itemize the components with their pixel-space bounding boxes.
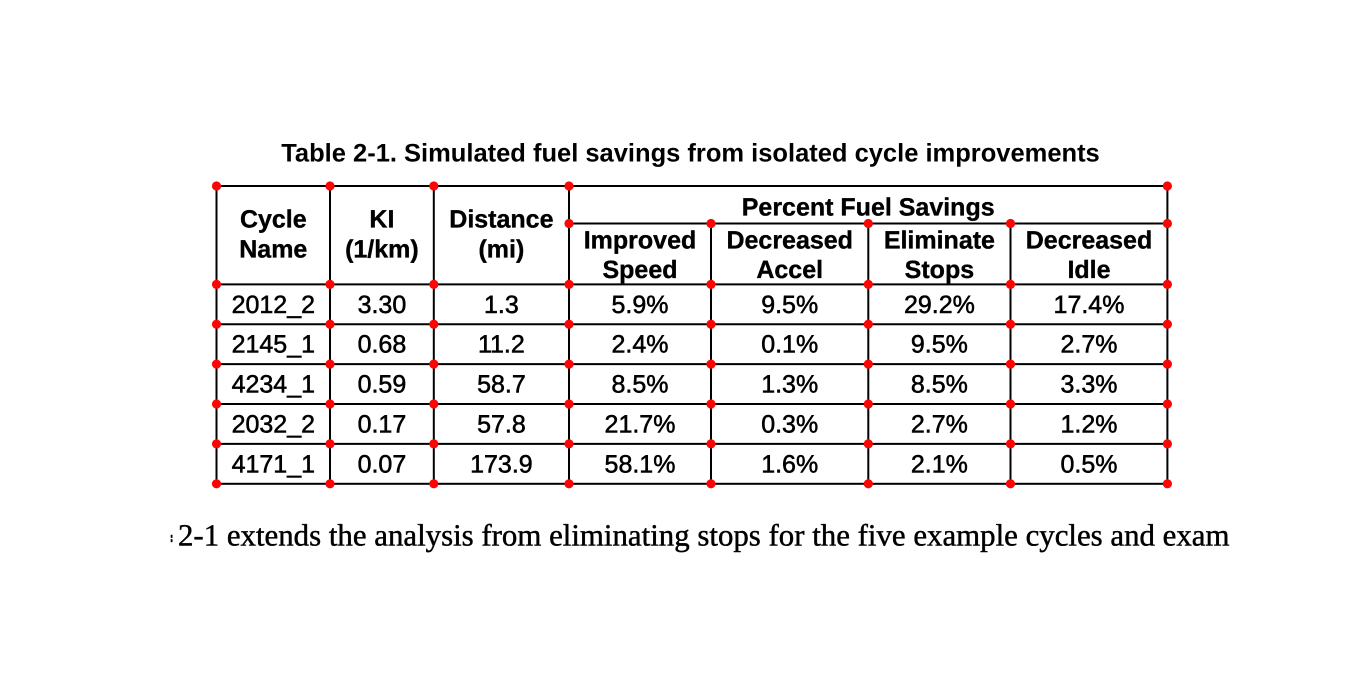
svg-text:0.68: 0.68 — [358, 331, 407, 359]
svg-text:0.1%: 0.1% — [761, 331, 818, 359]
svg-text:Name: Name — [239, 235, 307, 263]
svg-text:21.7%: 21.7% — [605, 411, 676, 439]
svg-text:Accel: Accel — [756, 256, 823, 284]
svg-text:1.2%: 1.2% — [1061, 411, 1118, 439]
svg-text:Stops: Stops — [905, 256, 974, 284]
svg-text:0.3%: 0.3% — [761, 411, 818, 439]
svg-text:58.7: 58.7 — [477, 371, 526, 399]
svg-text:5.9%: 5.9% — [612, 291, 669, 319]
svg-text:(mi): (mi) — [478, 235, 524, 263]
svg-text:1.3%: 1.3% — [761, 371, 818, 399]
svg-text:(1/km): (1/km) — [345, 235, 419, 263]
svg-text:KI: KI — [369, 206, 394, 234]
svg-text:0.5%: 0.5% — [1061, 450, 1118, 478]
svg-text:58.1%: 58.1% — [605, 450, 676, 478]
svg-text:Percent Fuel Savings: Percent Fuel Savings — [742, 194, 995, 222]
svg-text:2032_2: 2032_2 — [232, 411, 315, 439]
svg-text:4234_1: 4234_1 — [232, 371, 315, 399]
svg-text:2-1 extends the analysis from: 2-1 extends the analysis from eliminatin… — [178, 518, 1230, 552]
svg-text:9.5%: 9.5% — [911, 331, 968, 359]
svg-text:9.5%: 9.5% — [761, 291, 818, 319]
svg-text:17.4%: 17.4% — [1054, 291, 1125, 319]
svg-text:0.07: 0.07 — [358, 450, 407, 478]
svg-text:11.2: 11.2 — [478, 331, 525, 359]
svg-text:Speed: Speed — [602, 256, 677, 284]
svg-text:Cycle: Cycle — [240, 206, 307, 234]
svg-text:3.30: 3.30 — [358, 291, 407, 319]
svg-text:Idle: Idle — [1067, 256, 1110, 284]
svg-text:0.17: 0.17 — [358, 411, 407, 439]
svg-text:2.7%: 2.7% — [911, 411, 968, 439]
svg-text:2.4%: 2.4% — [612, 331, 669, 359]
svg-text:2012_2: 2012_2 — [232, 291, 315, 319]
svg-text:0.59: 0.59 — [358, 371, 407, 399]
svg-text:Improved: Improved — [584, 227, 697, 255]
svg-text:8.5%: 8.5% — [911, 371, 968, 399]
svg-text:173.9: 173.9 — [470, 450, 533, 478]
svg-text:Table 2-1. Simulated fuel savi: Table 2-1. Simulated fuel savings from i… — [281, 139, 1100, 167]
svg-text:1.3: 1.3 — [484, 291, 519, 319]
svg-text:2145_1: 2145_1 — [232, 331, 315, 359]
svg-text:2.1%: 2.1% — [911, 450, 968, 478]
svg-text:3.3%: 3.3% — [1061, 371, 1118, 399]
svg-text:Eliminate: Eliminate — [884, 227, 995, 255]
svg-text:1.6%: 1.6% — [761, 450, 818, 478]
svg-text:2.7%: 2.7% — [1061, 331, 1118, 359]
svg-text:Decreased: Decreased — [726, 227, 852, 255]
svg-text:Distance: Distance — [449, 206, 553, 234]
svg-text:57.8: 57.8 — [477, 411, 526, 439]
svg-text:Decreased: Decreased — [1026, 227, 1152, 255]
svg-text:29.2%: 29.2% — [904, 291, 975, 319]
svg-text:8.5%: 8.5% — [612, 371, 669, 399]
svg-text:4171_1: 4171_1 — [232, 450, 315, 478]
